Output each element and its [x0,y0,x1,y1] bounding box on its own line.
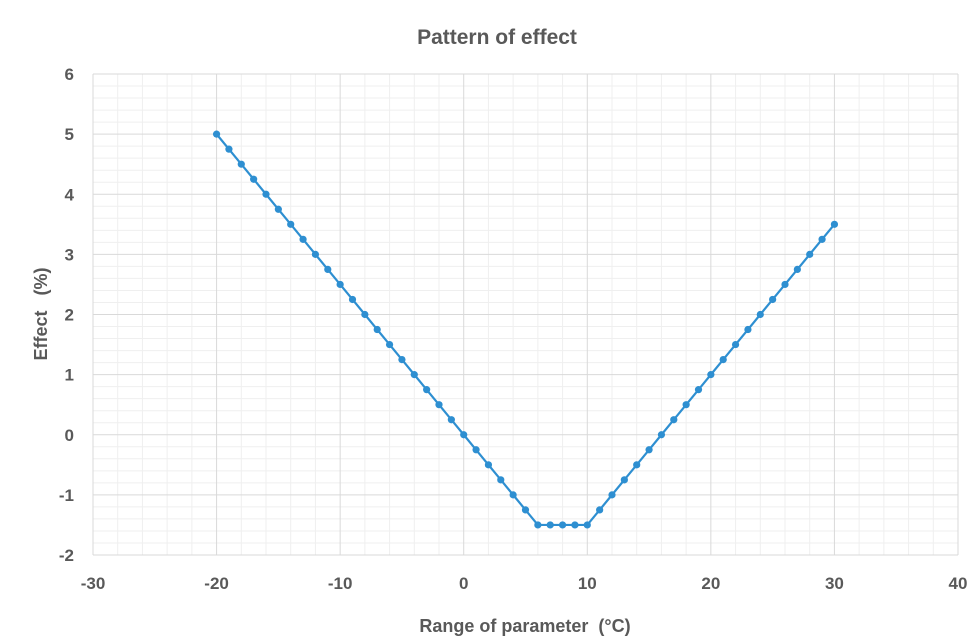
x-tick-label: -20 [204,574,229,593]
chart-title: Pattern of effect [417,26,577,49]
data-point [311,250,320,258]
data-point [534,521,542,529]
data-point [336,280,344,289]
x-tick-label: -30 [81,574,106,593]
data-point [571,521,579,529]
data-point [447,416,455,424]
y-axis-label: Effect (%) [31,267,51,360]
x-tick-label: -10 [328,574,353,593]
x-tick-label: 20 [701,574,720,593]
data-point [497,476,505,484]
data-point [435,401,443,409]
x-tick-label: 10 [578,574,597,593]
data-point [781,280,789,289]
data-point [583,521,591,529]
series-layer [212,130,839,529]
data-point [657,431,666,439]
data-point [484,461,493,469]
data-point [719,355,727,364]
data-point [645,446,653,454]
data-point [744,325,752,334]
y-tick-label: 1 [65,366,74,385]
data-point [509,491,517,499]
data-point [756,310,764,319]
data-point [472,446,480,454]
data-point [694,386,703,394]
x-axis-label: Range of parameter (°C) [419,616,630,636]
data-point [398,355,406,364]
y-tick-label: 6 [65,65,74,84]
data-point [324,265,332,274]
y-tick-label: 0 [65,426,74,445]
y-tick-label: -2 [59,546,74,565]
data-point [250,175,258,183]
data-point [521,506,530,514]
data-point [682,401,690,409]
data-point [410,371,418,379]
data-point [670,416,678,424]
data-point [818,235,826,243]
data-point [385,340,394,349]
data-point [830,220,839,228]
data-point [806,250,814,258]
data-point [596,506,604,514]
series-line [215,133,836,527]
data-point [608,491,616,499]
data-point [373,325,381,334]
data-point [731,340,740,349]
data-point [348,295,357,304]
grid [92,73,959,556]
data-point [546,521,554,529]
data-point [620,476,628,484]
data-point [225,145,233,153]
data-point [460,431,468,439]
data-point [287,220,295,228]
data-point [274,205,282,213]
x-tick-label: 0 [459,574,468,593]
y-tick-label: 5 [65,125,74,144]
data-point [423,386,431,394]
y-tick-label: 4 [65,185,75,204]
x-tick-label: 40 [949,574,968,593]
data-point [769,295,777,304]
y-tick-label: -1 [59,486,74,505]
data-point [212,130,221,138]
data-point [299,235,307,243]
x-tick-label: 30 [825,574,844,593]
data-point [361,310,369,319]
data-point [262,190,270,198]
data-point [707,371,715,379]
y-tick-label: 2 [65,306,74,325]
data-point [237,160,245,168]
data-point [793,265,801,274]
data-point [558,521,567,529]
data-point [633,461,641,469]
y-tick-label: 3 [65,245,74,264]
